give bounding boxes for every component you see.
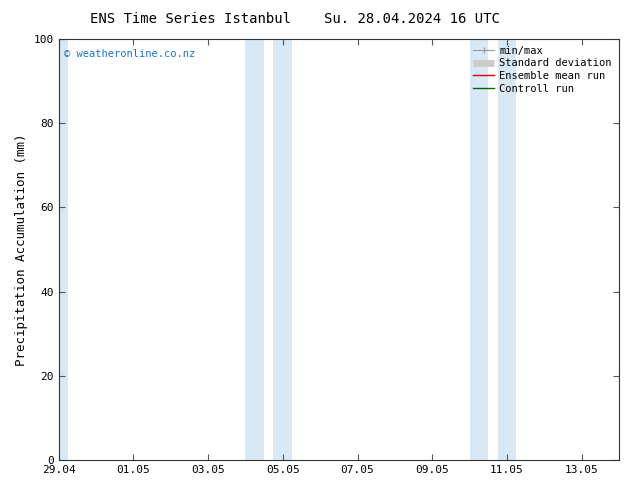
Y-axis label: Precipitation Accumulation (mm): Precipitation Accumulation (mm) — [15, 133, 28, 366]
Bar — [273, 39, 292, 460]
Bar — [245, 39, 264, 460]
Bar — [498, 39, 516, 460]
Text: Su. 28.04.2024 16 UTC: Su. 28.04.2024 16 UTC — [324, 12, 500, 26]
Bar — [470, 39, 488, 460]
Text: ENS Time Series Istanbul: ENS Time Series Istanbul — [89, 12, 291, 26]
Legend: min/max, Standard deviation, Ensemble mean run, Controll run: min/max, Standard deviation, Ensemble me… — [471, 44, 614, 96]
Bar — [59, 39, 68, 460]
Text: © weatheronline.co.nz: © weatheronline.co.nz — [64, 49, 195, 59]
